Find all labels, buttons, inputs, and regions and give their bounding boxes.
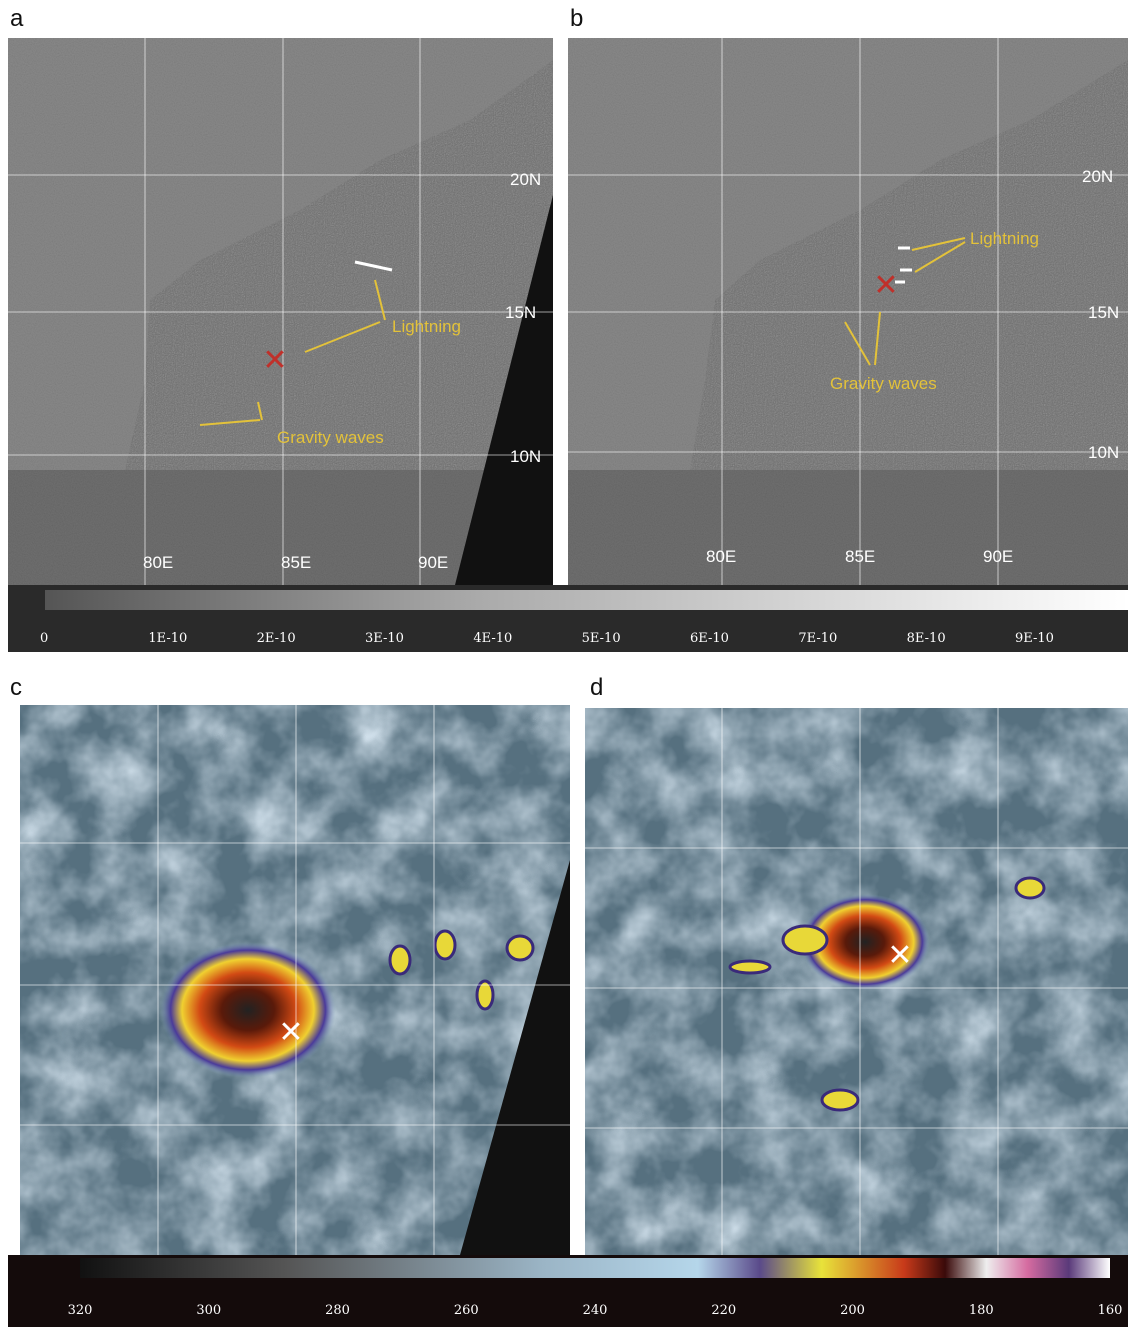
lat-label: 10N <box>510 447 541 466</box>
colorbar-tick-label: 8E-10 <box>907 631 946 646</box>
panel-a: ✕ a 20N 15N 10N 80E 85E 90E Lightning Gr… <box>8 5 553 585</box>
colorbar-gradient <box>45 590 1128 610</box>
panel-label: d <box>590 674 603 701</box>
colorbar-tick-label: 160 <box>1098 1303 1123 1318</box>
panel-label: b <box>570 5 583 32</box>
annotation: Lightning <box>970 229 1039 248</box>
panel-b: ✕ b 20N 15N 10N 80E 85E 90E Lightning Gr… <box>568 5 1128 585</box>
lon-label: 85E <box>281 553 311 572</box>
marker: ✕ <box>262 344 287 377</box>
lat-label: 15N <box>1088 303 1119 322</box>
colorbar-tick-label: 4E-10 <box>473 631 512 646</box>
colorbar-tick-label: 220 <box>711 1303 736 1318</box>
panel-d: ✕ d <box>585 674 1128 1255</box>
marker: ✕ <box>873 269 898 302</box>
colorbar-tick-label: 1E-10 <box>148 631 187 646</box>
colorbar-tick-label: 180 <box>969 1303 994 1318</box>
colorbar-tick-label: 5E-10 <box>582 631 621 646</box>
lat-label: 15N <box>505 303 536 322</box>
colorbar-radiance: 0 1E-10 2E-10 3E-10 4E-10 5E-10 6E-10 7E-10 8E-1… <box>8 585 1128 652</box>
colorbar-tick-label: 300 <box>196 1303 221 1318</box>
panel-label: c <box>10 674 22 701</box>
figure: ✕ a 20N 15N 10N 80E 85E 90E Lightning Gr… <box>0 0 1128 1327</box>
colorbar-tick-label: 0 <box>40 631 48 646</box>
lat-label: 10N <box>1088 443 1119 462</box>
lon-label: 80E <box>143 553 173 572</box>
lon-label: 90E <box>418 553 448 572</box>
colorbar-tick-label: 280 <box>325 1303 350 1318</box>
lon-label: 90E <box>983 547 1013 566</box>
colorbar-tick-label: 6E-10 <box>690 631 729 646</box>
marker: ✕ <box>278 1016 303 1049</box>
annotation: Lightning <box>392 317 461 336</box>
colorbar-tick-label: 2E-10 <box>257 631 296 646</box>
colorbar-tick-label: 260 <box>454 1303 479 1318</box>
colorbar-tick-label: 200 <box>840 1303 865 1318</box>
lat-label: 20N <box>510 170 541 189</box>
lon-label: 80E <box>706 547 736 566</box>
panel-label: a <box>10 5 24 32</box>
colorbar-gradient <box>80 1258 1110 1278</box>
colorbar-tick-label: 240 <box>583 1303 608 1318</box>
colorbar-tick-label: 9E-10 <box>1015 631 1054 646</box>
storm <box>160 942 336 1078</box>
lat-label: 20N <box>1082 167 1113 186</box>
annotation: Gravity waves <box>830 374 937 393</box>
colorbar-temperature: 320 300 280 260 240 220 200 180 160 <box>8 1255 1128 1327</box>
panel-c: ✕ c <box>10 674 570 1255</box>
colorbar-tick-label: 320 <box>68 1303 93 1318</box>
marker: ✕ <box>887 939 912 972</box>
annotation: Gravity waves <box>277 428 384 447</box>
colorbar-tick-label: 3E-10 <box>365 631 404 646</box>
colorbar-tick-label: 7E-10 <box>798 631 837 646</box>
lon-label: 85E <box>845 547 875 566</box>
